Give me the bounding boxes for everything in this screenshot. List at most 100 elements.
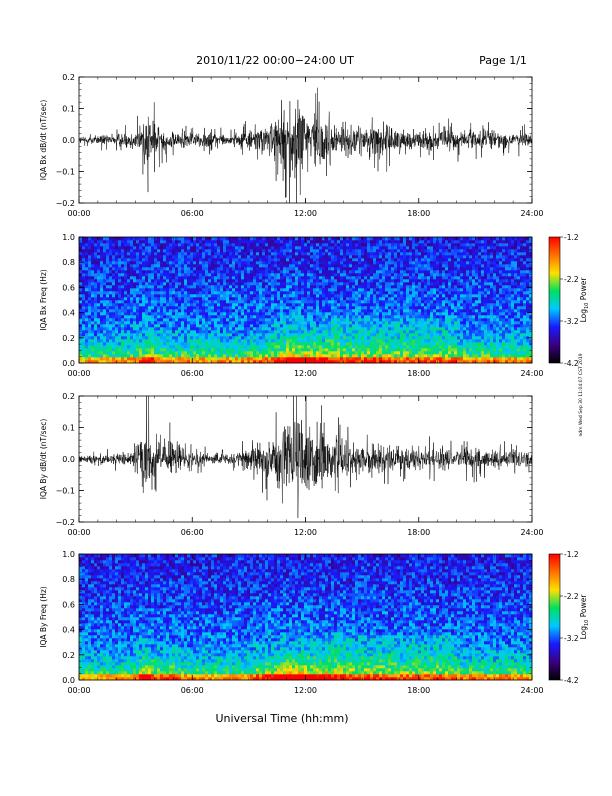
spectrogram-cell (424, 324, 427, 327)
spectrogram-cell (160, 327, 163, 330)
spectrogram-cell (415, 315, 418, 318)
spectrogram-cell (421, 327, 424, 330)
spectrogram-cell (256, 261, 259, 264)
spectrogram-cell (355, 249, 358, 252)
spectrogram-cell (271, 333, 274, 336)
spectrogram-cell (112, 333, 115, 336)
spectrogram-cell (238, 279, 241, 282)
spectrogram-cell (253, 267, 256, 270)
spectrogram-cell (331, 246, 334, 249)
spectrogram-cell (310, 288, 313, 291)
spectrogram-cell (208, 270, 211, 273)
spectrogram-cell (169, 351, 172, 354)
spectrogram-cell (139, 306, 142, 309)
spectrogram-cell (94, 246, 97, 249)
spectrogram-cell (232, 288, 235, 291)
spectrogram-cell (316, 258, 319, 261)
spectrogram-cell (379, 330, 382, 333)
spectrogram-cell (388, 264, 391, 267)
spectrogram-cell (115, 315, 118, 318)
spectrogram-cell (355, 312, 358, 315)
spectrogram-cell (307, 312, 310, 315)
spectrogram-cell (346, 312, 349, 315)
spectrogram-cell (85, 261, 88, 264)
spectrogram-cell (226, 348, 229, 351)
spectrogram-cell (223, 267, 226, 270)
spectrogram-cell (412, 288, 415, 291)
spectrogram-cell (211, 243, 214, 246)
spectrogram-cell (145, 288, 148, 291)
spectrogram-cell (286, 261, 289, 264)
spectrogram-cell (418, 273, 421, 276)
spectrogram-cell (265, 303, 268, 306)
spectrogram-cell (181, 300, 184, 303)
spectrogram-cell (268, 237, 271, 240)
spectrogram-cell (358, 348, 361, 351)
spectrogram-cell (190, 339, 193, 342)
spectrogram-cell (262, 246, 265, 249)
spectrogram-cell (307, 303, 310, 306)
spectrogram-cell (205, 354, 208, 357)
spectrogram-cell (340, 303, 343, 306)
spectrogram-cell (403, 273, 406, 276)
spectrogram-cell (268, 270, 271, 273)
spectrogram-cell (415, 294, 418, 297)
spectrogram-cell (223, 255, 226, 258)
spectrogram-cell (397, 309, 400, 312)
spectrogram-cell (247, 240, 250, 243)
spectrogram-cell (118, 306, 121, 309)
spectrogram-cell (244, 357, 247, 360)
spectrogram-cell (397, 264, 400, 267)
spectrogram-cell (178, 318, 181, 321)
spectrogram-cell (376, 276, 379, 279)
spectrogram-cell (283, 318, 286, 321)
spectrogram-cell (130, 255, 133, 258)
spectrogram-cell (88, 270, 91, 273)
spectrogram-cell (325, 348, 328, 351)
spectrogram-cell (253, 249, 256, 252)
spectrogram-cell (289, 276, 292, 279)
spectrogram-cell (211, 345, 214, 348)
spectrogram-cell (109, 351, 112, 354)
spectrogram-cell (100, 333, 103, 336)
spectrogram-cell (406, 303, 409, 306)
spectrogram-cell (100, 354, 103, 357)
spectrogram-cell (409, 249, 412, 252)
spectrogram-cell (244, 315, 247, 318)
spectrogram-cell (289, 252, 292, 255)
spectrogram-cell (277, 273, 280, 276)
spectrogram-cell (196, 291, 199, 294)
spectrogram-cell (253, 315, 256, 318)
spectrogram-cell (145, 339, 148, 342)
spectrogram-cell (397, 324, 400, 327)
spectrogram-cell (91, 351, 94, 354)
spectrogram-cell (310, 255, 313, 258)
spectrogram-cell (286, 303, 289, 306)
spectrogram-cell (103, 303, 106, 306)
spectrogram-cell (346, 279, 349, 282)
spectrogram-cell (367, 288, 370, 291)
spectrogram-cell (343, 288, 346, 291)
spectrogram-cell (256, 321, 259, 324)
spectrogram-cell (253, 348, 256, 351)
spectrogram-cell (94, 291, 97, 294)
spectrogram-cell (157, 330, 160, 333)
spectrogram-cell (145, 297, 148, 300)
spectrogram-cell (415, 291, 418, 294)
spectrogram-cell (418, 291, 421, 294)
spectrogram-cell (397, 312, 400, 315)
spectrogram-cell (151, 294, 154, 297)
spectrogram-cell (82, 327, 85, 330)
spectrogram-cell (145, 267, 148, 270)
spectrogram-cell (280, 279, 283, 282)
spectrogram-cell (280, 291, 283, 294)
spectrogram-cell (82, 345, 85, 348)
spectrogram-cell (304, 252, 307, 255)
spectrogram-cell (256, 243, 259, 246)
spectrogram-cell (187, 282, 190, 285)
spectrogram-cell (100, 288, 103, 291)
spectrogram-cell (376, 273, 379, 276)
spectrogram-cell (265, 342, 268, 345)
spectrogram-cell (163, 303, 166, 306)
spectrogram-cell (367, 237, 370, 240)
